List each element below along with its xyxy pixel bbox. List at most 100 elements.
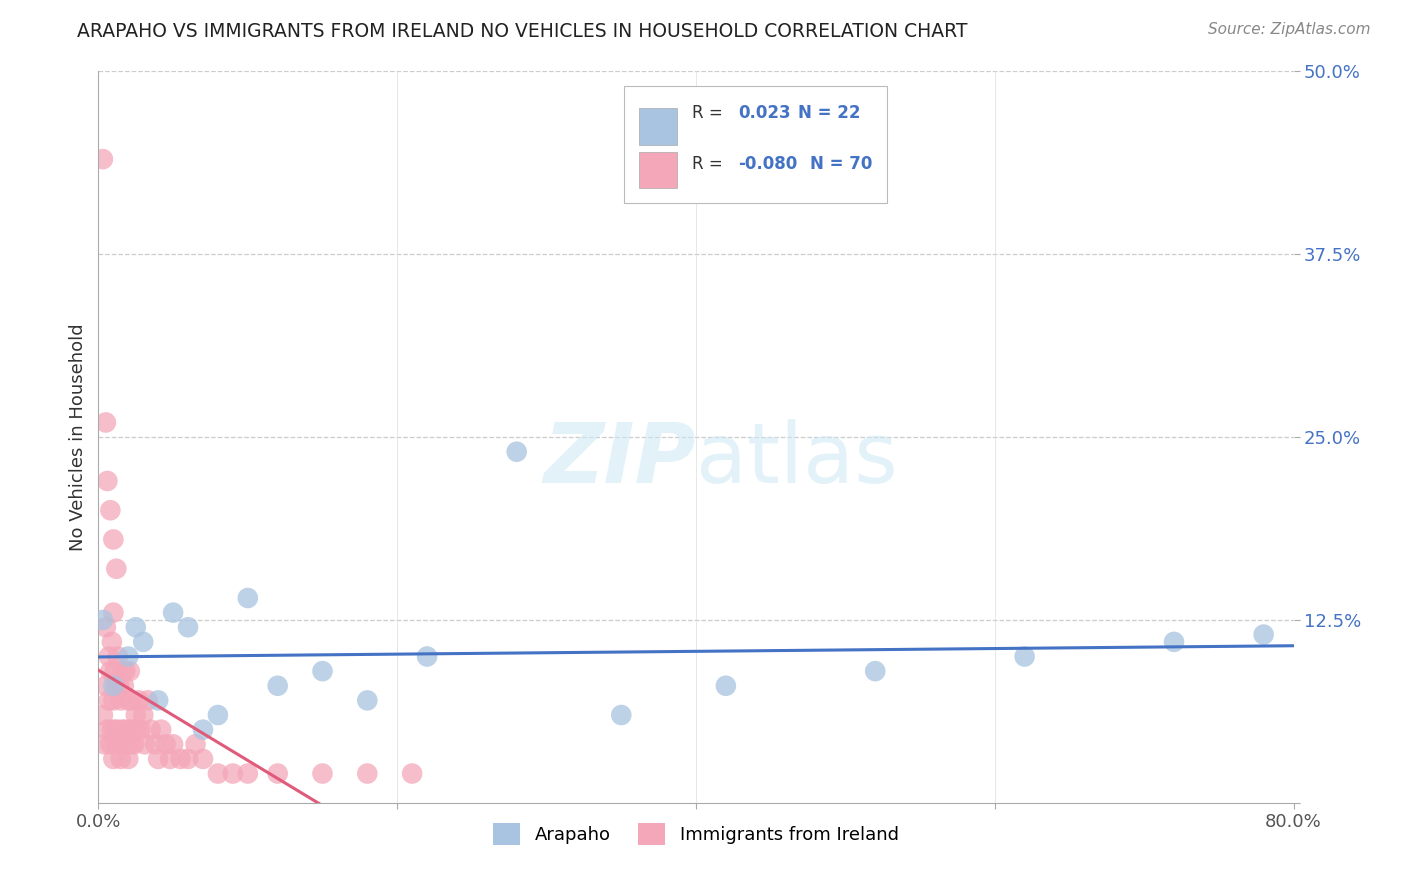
Point bbox=[103, 752, 125, 766]
Point bbox=[101, 723, 124, 737]
Point bbox=[356, 766, 378, 780]
Point bbox=[93, 737, 115, 751]
Point bbox=[162, 737, 184, 751]
Point bbox=[117, 693, 139, 707]
Point bbox=[134, 737, 156, 751]
Point bbox=[114, 723, 136, 737]
Point bbox=[506, 444, 529, 458]
Point bbox=[120, 737, 142, 751]
Point bbox=[98, 503, 122, 517]
FancyBboxPatch shape bbox=[638, 108, 676, 145]
Point bbox=[1163, 635, 1185, 649]
Point bbox=[111, 664, 134, 678]
Legend: Arapaho, Immigrants from Ireland: Arapaho, Immigrants from Ireland bbox=[486, 816, 905, 852]
Point bbox=[129, 723, 152, 737]
Point bbox=[112, 679, 135, 693]
Point bbox=[94, 416, 117, 430]
Y-axis label: No Vehicles in Household: No Vehicles in Household bbox=[69, 323, 87, 551]
Point bbox=[125, 620, 148, 634]
Point bbox=[169, 752, 191, 766]
Point bbox=[148, 693, 170, 707]
Point bbox=[207, 766, 229, 780]
Point bbox=[150, 723, 173, 737]
Point bbox=[132, 708, 155, 723]
Point bbox=[143, 737, 166, 751]
Point bbox=[94, 620, 117, 634]
Point bbox=[148, 752, 170, 766]
Point bbox=[104, 723, 127, 737]
Point bbox=[127, 723, 149, 737]
Text: atlas: atlas bbox=[696, 418, 897, 500]
Point bbox=[108, 737, 131, 751]
Point bbox=[120, 693, 142, 707]
Point bbox=[401, 766, 423, 780]
Point bbox=[91, 613, 114, 627]
Point bbox=[94, 679, 117, 693]
Point bbox=[96, 723, 118, 737]
FancyBboxPatch shape bbox=[624, 86, 887, 203]
Point bbox=[110, 693, 132, 707]
Point bbox=[103, 679, 125, 693]
Point bbox=[267, 679, 290, 693]
Point bbox=[108, 679, 131, 693]
Point bbox=[267, 766, 290, 780]
Point bbox=[311, 664, 333, 678]
Point bbox=[105, 679, 128, 693]
Point bbox=[136, 693, 159, 707]
FancyBboxPatch shape bbox=[638, 152, 676, 188]
Point bbox=[107, 649, 129, 664]
Point bbox=[112, 737, 135, 751]
Point bbox=[111, 723, 134, 737]
Text: N = 22: N = 22 bbox=[797, 104, 860, 122]
Point bbox=[1253, 627, 1275, 641]
Point bbox=[117, 752, 139, 766]
Point bbox=[132, 635, 155, 649]
Point bbox=[207, 708, 229, 723]
Point bbox=[865, 664, 887, 678]
Point bbox=[101, 635, 124, 649]
Point bbox=[128, 693, 150, 707]
Text: Source: ZipAtlas.com: Source: ZipAtlas.com bbox=[1208, 22, 1371, 37]
Point bbox=[191, 752, 214, 766]
Point bbox=[236, 591, 259, 605]
Point bbox=[162, 606, 184, 620]
Point bbox=[159, 752, 181, 766]
Point bbox=[184, 737, 207, 751]
Point bbox=[714, 679, 737, 693]
Point bbox=[91, 152, 114, 166]
Text: R =: R = bbox=[692, 155, 723, 173]
Point bbox=[222, 766, 245, 780]
Point bbox=[110, 752, 132, 766]
Point bbox=[610, 708, 633, 723]
Point bbox=[118, 664, 141, 678]
Text: 0.023: 0.023 bbox=[738, 104, 790, 122]
Point bbox=[98, 737, 122, 751]
Point bbox=[191, 723, 214, 737]
Point bbox=[98, 664, 122, 678]
Point bbox=[177, 752, 200, 766]
Point bbox=[105, 737, 128, 751]
Point bbox=[96, 474, 118, 488]
Point bbox=[97, 693, 120, 707]
Point bbox=[1014, 649, 1036, 664]
Point bbox=[124, 737, 146, 751]
Text: -0.080: -0.080 bbox=[738, 155, 797, 173]
Point bbox=[107, 723, 129, 737]
Point bbox=[155, 737, 177, 751]
Point bbox=[103, 693, 125, 707]
Point bbox=[139, 723, 162, 737]
Point bbox=[104, 664, 127, 678]
Point bbox=[121, 723, 143, 737]
Point bbox=[103, 533, 125, 547]
Point bbox=[125, 708, 148, 723]
Point bbox=[311, 766, 333, 780]
Point bbox=[356, 693, 378, 707]
Point bbox=[177, 620, 200, 634]
Point bbox=[103, 606, 125, 620]
Point bbox=[236, 766, 259, 780]
Point bbox=[114, 664, 136, 678]
Text: ZIP: ZIP bbox=[543, 418, 696, 500]
Text: ARAPAHO VS IMMIGRANTS FROM IRELAND NO VEHICLES IN HOUSEHOLD CORRELATION CHART: ARAPAHO VS IMMIGRANTS FROM IRELAND NO VE… bbox=[77, 22, 967, 41]
Point bbox=[97, 649, 120, 664]
Text: N = 70: N = 70 bbox=[810, 155, 872, 173]
